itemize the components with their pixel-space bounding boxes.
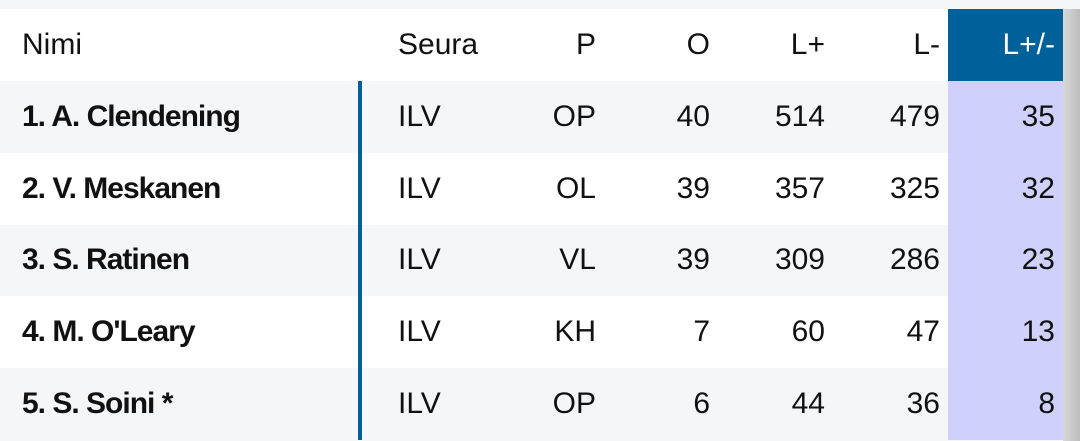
position: OP [552, 387, 596, 421]
games: 40 [676, 99, 710, 133]
separator [358, 152, 362, 225]
separator [358, 296, 362, 369]
separator [358, 368, 362, 440]
position: VL [559, 243, 596, 277]
plus: 514 [774, 99, 825, 133]
spacer [940, 368, 948, 440]
minus: 325 [889, 171, 940, 205]
table-row[interactable]: 5. S. Soini * ILV OP 6 44 36 8 [0, 368, 1063, 440]
minus: 479 [889, 99, 940, 133]
separator [358, 81, 362, 153]
minus: 286 [889, 243, 940, 277]
player-name[interactable]: 5. S. Soini * [22, 387, 173, 421]
table-row[interactable]: 3. S. Ratinen ILV VL 39 309 286 23 [0, 224, 1063, 297]
player-name[interactable]: 3. S. Ratinen [22, 243, 190, 277]
minus: 36 [906, 387, 940, 421]
plus: 357 [774, 171, 825, 205]
header-diff-sorted[interactable]: L+/- [948, 9, 1063, 81]
scrollbar[interactable] [1063, 9, 1080, 441]
diff: 35 [948, 81, 1063, 153]
diff: 32 [948, 152, 1063, 225]
separator [358, 224, 362, 297]
plus: 44 [791, 387, 825, 421]
spacer [940, 9, 948, 81]
header-name[interactable]: Nimi [22, 28, 82, 61]
header-club[interactable]: Seura [398, 28, 479, 61]
games: 39 [676, 171, 710, 205]
top-strip [0, 0, 1080, 9]
stats-table: Nimi Seura P O L+ L- L+/- 1. A. Clendeni… [0, 9, 1063, 440]
spacer [940, 296, 948, 368]
club: ILV [398, 315, 441, 349]
table-row[interactable]: 1. A. Clendening ILV OP 40 514 479 35 [0, 81, 1063, 153]
games: 6 [693, 387, 710, 421]
games: 7 [693, 315, 710, 349]
position: OP [552, 99, 596, 133]
club: ILV [398, 387, 441, 421]
minus: 47 [906, 315, 940, 349]
header-pos[interactable]: P [575, 28, 596, 61]
header-games[interactable]: O [686, 28, 710, 61]
club: ILV [398, 243, 441, 277]
club: ILV [398, 99, 441, 133]
spacer [940, 153, 948, 225]
diff: 8 [948, 368, 1063, 440]
plus: 60 [791, 315, 825, 349]
table-row[interactable]: 4. M. O'Leary ILV KH 7 60 47 13 [0, 296, 1063, 369]
player-name[interactable]: 4. M. O'Leary [22, 315, 196, 349]
header-plus[interactable]: L+ [790, 28, 825, 61]
games: 39 [676, 243, 710, 277]
spacer [940, 225, 948, 297]
table-header: Nimi Seura P O L+ L- L+/- [0, 9, 1063, 81]
diff: 13 [948, 296, 1063, 369]
player-name[interactable]: 2. V. Meskanen [22, 171, 221, 205]
diff: 23 [948, 224, 1063, 297]
club: ILV [398, 171, 441, 205]
plus: 309 [774, 243, 825, 277]
player-name[interactable]: 1. A. Clendening [22, 99, 241, 133]
position: KH [554, 315, 596, 349]
spacer [940, 81, 948, 153]
header-minus[interactable]: L- [913, 28, 940, 61]
table-row[interactable]: 2. V. Meskanen ILV OL 39 357 325 32 [0, 152, 1063, 225]
position: OL [555, 171, 596, 205]
